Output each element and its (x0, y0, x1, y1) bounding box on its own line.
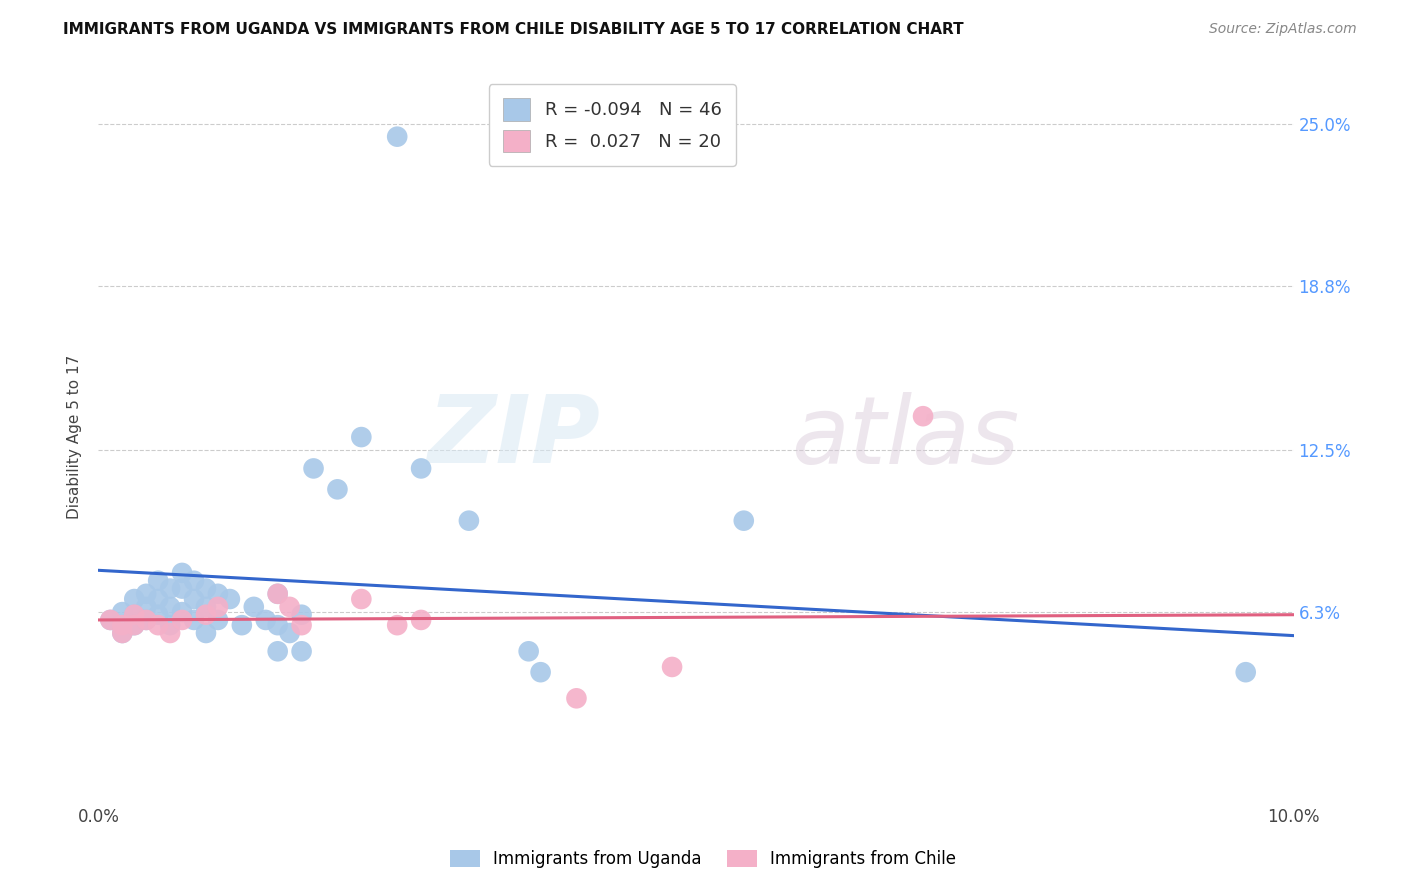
Point (148, 607, 170, 622)
Point (385, 129, 409, 144)
Point (135, 613, 157, 627)
Point (195, 582, 218, 596)
Point (278, 626, 301, 640)
Point (148, 618, 170, 632)
Point (172, 566, 194, 580)
Legend: Immigrants from Uganda, Immigrants from Chile: Immigrants from Uganda, Immigrants from … (443, 843, 963, 875)
Point (267, 587, 290, 601)
Point (111, 605, 134, 619)
Point (135, 599, 157, 614)
Point (111, 626, 134, 640)
Point (267, 618, 290, 632)
Point (135, 587, 157, 601)
Point (111, 626, 134, 640)
Point (565, 691, 588, 706)
Legend: R = -0.094   N = 46, R =  0.027   N = 20: R = -0.094 N = 46, R = 0.027 N = 20 (489, 84, 735, 166)
Point (458, 514, 481, 528)
Point (183, 574, 205, 588)
Text: ZIP: ZIP (427, 391, 600, 483)
Point (385, 618, 409, 632)
Point (124, 607, 146, 622)
Text: IMMIGRANTS FROM UGANDA VS IMMIGRANTS FROM CHILE DISABILITY AGE 5 TO 17 CORRELATI: IMMIGRANTS FROM UGANDA VS IMMIGRANTS FRO… (63, 22, 965, 37)
Point (207, 587, 229, 601)
Point (98, 613, 122, 627)
Point (254, 613, 277, 627)
Point (159, 618, 181, 632)
Point (135, 613, 157, 627)
Point (172, 613, 194, 627)
Point (183, 592, 205, 607)
Point (172, 605, 194, 619)
Point (1234, 665, 1257, 680)
Point (148, 592, 170, 607)
Point (267, 644, 290, 658)
Point (517, 644, 540, 658)
Point (124, 607, 146, 622)
Point (302, 461, 325, 475)
Point (183, 613, 205, 627)
Point (219, 592, 242, 607)
Point (207, 613, 229, 627)
Point (111, 618, 134, 632)
Point (411, 613, 433, 627)
Text: Source: ZipAtlas.com: Source: ZipAtlas.com (1209, 22, 1357, 37)
Point (267, 587, 290, 601)
Point (350, 430, 373, 444)
Point (159, 599, 181, 614)
Point (195, 626, 218, 640)
Point (172, 582, 194, 596)
Point (733, 514, 755, 528)
Point (159, 582, 181, 596)
Point (159, 626, 181, 640)
Text: atlas: atlas (792, 392, 1019, 483)
Point (243, 599, 266, 614)
Point (124, 618, 146, 632)
Point (291, 618, 314, 632)
Point (291, 644, 314, 658)
Point (530, 665, 553, 680)
Point (124, 592, 146, 607)
Point (195, 607, 218, 622)
Point (350, 592, 373, 607)
Point (231, 618, 253, 632)
Point (207, 599, 229, 614)
Point (291, 607, 314, 622)
Point (326, 483, 349, 497)
Point (98, 613, 122, 627)
Point (148, 574, 170, 588)
Point (195, 599, 218, 614)
Point (411, 461, 433, 475)
Point (661, 660, 683, 674)
Y-axis label: Disability Age 5 to 17: Disability Age 5 to 17 (67, 355, 83, 519)
Point (124, 618, 146, 632)
Point (278, 599, 301, 614)
Point (912, 409, 935, 424)
